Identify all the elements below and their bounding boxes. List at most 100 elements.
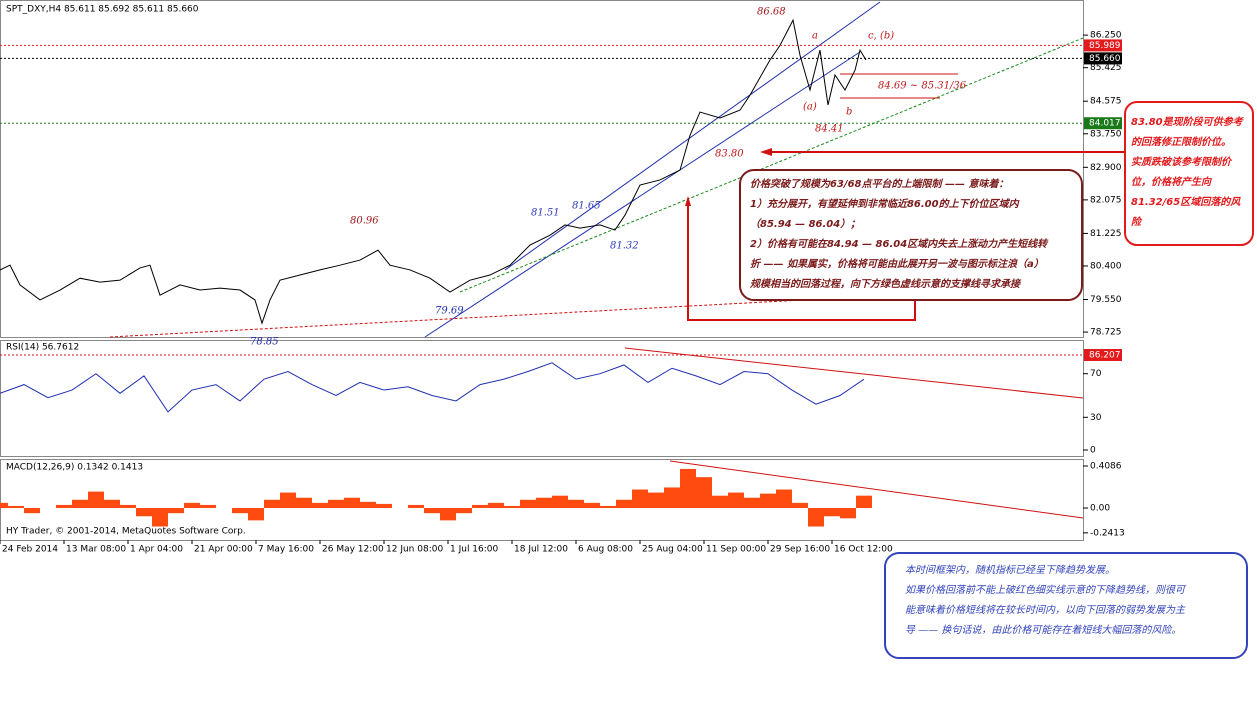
- macd-bar: [840, 508, 856, 519]
- rsi-trend: [624, 347, 1084, 399]
- note-text: 价格突破了规模为63/68点平台的上端限制 —— 意味着：: [750, 178, 1008, 190]
- macd-bar: [136, 508, 152, 517]
- note-text: 规模相当的回落过程，向下方绿色虚线示意的支撑线寻求承接: [749, 278, 1022, 290]
- y-tick-label: 83.750: [1090, 129, 1122, 139]
- note-box: [884, 552, 1248, 659]
- series-line: [0, 18, 867, 325]
- macd-bar: [408, 504, 424, 509]
- series-line: [0, 362, 865, 413]
- macd-bar: [520, 499, 536, 509]
- macd-bar: [424, 508, 440, 514]
- y-tick-label: 0.4086: [1090, 462, 1122, 472]
- main-frame: [0, 0, 1084, 338]
- x-tick-label: 11 Sep 00:00: [706, 545, 766, 555]
- note-text: 2）价格有可能在84.94 — 86.04区域内失去上涨动力产生短线转: [750, 238, 1049, 250]
- price-tag: [1084, 349, 1122, 361]
- bracket: [687, 200, 916, 321]
- arrow-head: [685, 196, 691, 206]
- note-box: [1124, 101, 1254, 246]
- macd-bar: [664, 487, 680, 509]
- macd-bar: [344, 497, 360, 509]
- y-tick-label: 86.250: [1090, 31, 1122, 41]
- x-tick-label: 6 Aug 08:00: [578, 545, 633, 555]
- rsi-frame: [0, 340, 1084, 457]
- y-tick-label: 79.550: [1090, 295, 1122, 305]
- price-tag: [1084, 117, 1122, 130]
- note-text: 本时间框架内，随机指标已经呈下降趋势发展。: [905, 564, 1115, 576]
- macd-bar: [744, 497, 760, 509]
- chart-title: SPT_DXY,H4 85.611 85.692 85.611 85.660: [6, 5, 199, 15]
- macd-bar: [360, 501, 376, 509]
- macd-bar: [616, 499, 632, 509]
- y-tick-label: -0.2413: [1090, 528, 1125, 538]
- macd-bar: [856, 495, 872, 509]
- macd-bar: [440, 508, 456, 521]
- y-tick-label: 81.225: [1090, 229, 1122, 239]
- x-tick-label: 24 Feb 2014: [2, 545, 58, 555]
- macd-bar: [456, 508, 472, 514]
- macd-bar: [120, 504, 136, 509]
- note-text: 83.80是现阶段可供参考: [1131, 116, 1245, 128]
- y-tick-label: 78.725: [1090, 328, 1122, 338]
- y-tick-label: 85.425: [1090, 63, 1122, 73]
- macd-bar: [696, 477, 712, 509]
- note-text: 导 —— 换句话说，由此价格可能存在着短线大幅回落的风险。: [905, 624, 1181, 636]
- price-tag-label: 85.660: [1089, 54, 1121, 64]
- x-tick-label: 13 Mar 08:00: [66, 545, 126, 555]
- arrow-head: [760, 148, 772, 156]
- macd-bar: [568, 499, 584, 509]
- x-tick-label: 1 Jul 16:00: [450, 545, 499, 555]
- macd-bar: [328, 499, 344, 509]
- x-tick-label: 16 Oct 12:00: [834, 545, 893, 555]
- note-text: （85.94 — 86.04）；: [750, 218, 860, 230]
- x-tick-label: 12 Jun 08:00: [386, 545, 443, 555]
- note-text: 能意味着价格短线将在较长时间内，以向下回落的弱势发展为主: [905, 604, 1186, 616]
- y-tick-label: 84.575: [1090, 97, 1122, 107]
- price-tag: [1084, 39, 1122, 52]
- macd-bar: [312, 502, 328, 509]
- macd-bar: [0, 502, 8, 509]
- macd-title: MACD(12,26,9) 0.1342 0.1413: [6, 463, 143, 473]
- x-tick-label: 26 May 12:00: [322, 545, 384, 555]
- macd-bar: [552, 495, 568, 509]
- macd-bar: [632, 489, 648, 509]
- price-tag-label: 85.989: [1089, 41, 1121, 51]
- annotation: 84.41: [815, 124, 844, 135]
- macd-bar: [104, 499, 120, 509]
- annotation: 84.69 ~ 85.31/36: [878, 81, 967, 92]
- annotation: 81.51: [531, 208, 560, 219]
- macd-bar: [600, 505, 616, 509]
- macd-bar: [472, 504, 488, 509]
- annotation: 80.96: [350, 216, 379, 227]
- note-text: 折 —— 如果属实，价格将可能由此展开另一波与图示标注浪（a）: [750, 258, 1044, 270]
- note-text: 1）充分展开，有望延伸到非常临近86.00的上下价位区域内: [750, 198, 1020, 210]
- x-tick-label: 7 May 16:00: [258, 545, 314, 555]
- macd-bar: [584, 502, 600, 509]
- macd-bar: [232, 508, 248, 514]
- note-text: 的回落修正限制价位。: [1131, 136, 1231, 148]
- annotation: 81.32: [610, 241, 639, 252]
- support-line: [459, 37, 1084, 293]
- copyright: HY Trader, © 2001-2014, MetaQuotes Softw…: [6, 527, 246, 537]
- macd-bar: [792, 502, 808, 509]
- note-text: 位，价格将产生向: [1131, 176, 1212, 188]
- macd-bar: [168, 508, 184, 514]
- x-tick-label: 29 Sep 16:00: [770, 545, 830, 555]
- note-text: 险: [1131, 216, 1143, 228]
- macd-bar: [72, 499, 88, 509]
- annotation: c, (b): [868, 31, 894, 42]
- macd-bar: [488, 502, 504, 509]
- macd-bar: [808, 508, 824, 527]
- macd-bar: [264, 499, 280, 509]
- y-tick-label: 30: [1090, 413, 1102, 423]
- price-tag: [1084, 52, 1122, 65]
- macd-bar: [184, 502, 200, 509]
- note-text: 实质跌破该参考限制价: [1131, 156, 1233, 168]
- x-tick-label: 21 Apr 00:00: [194, 545, 253, 555]
- note-text: 81.32/65区域回落的风: [1131, 196, 1241, 208]
- macd-bar: [56, 504, 72, 509]
- macd-bar: [536, 497, 552, 509]
- y-tick-label: 70: [1090, 369, 1102, 379]
- note-text: 如果价格回落前不能上破红色细实线示意的下降趋势线，则很可: [905, 584, 1187, 596]
